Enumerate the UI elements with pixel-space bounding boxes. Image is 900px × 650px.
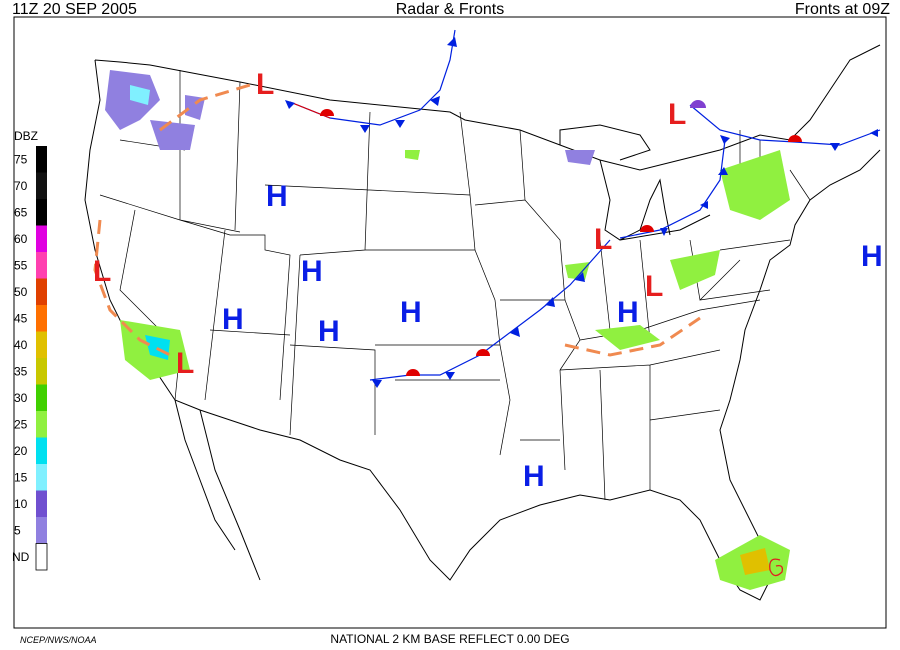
low-center: L <box>176 347 194 380</box>
legend-label: 15 <box>14 470 28 484</box>
hurricane-symbol <box>769 558 784 577</box>
header-center: Radar & Fronts <box>396 1 504 18</box>
echo <box>130 85 150 105</box>
cold-front <box>619 139 726 239</box>
legend-label: ND <box>12 550 30 564</box>
legend-swatch <box>36 199 47 226</box>
trough <box>564 316 701 357</box>
legend-swatch <box>36 517 47 544</box>
legend-label: 40 <box>14 338 28 352</box>
echo <box>405 150 420 160</box>
echo <box>720 150 790 220</box>
high-center: H <box>318 315 340 348</box>
echo <box>670 250 720 290</box>
occluded-front <box>690 100 706 108</box>
great-lakes <box>559 124 711 241</box>
legend-label: 70 <box>14 179 28 193</box>
cold-front <box>689 104 881 146</box>
legend-label: 45 <box>14 311 28 325</box>
legend-label: 5 <box>14 523 21 537</box>
echo <box>595 325 660 350</box>
pressure-centers: L H H H H H H H H L L L L L <box>93 68 883 493</box>
low-center: L <box>645 270 663 303</box>
echo <box>565 262 590 280</box>
echo <box>740 548 770 575</box>
header-left: 11Z 20 SEP 2005 <box>12 1 137 18</box>
legend-swatch <box>36 278 47 305</box>
legend-label: 30 <box>14 391 28 405</box>
credit: NCEP/NWS/NOAA <box>20 635 97 645</box>
state-borders <box>99 70 811 501</box>
legend-label: 55 <box>14 258 28 272</box>
legend-label: 35 <box>14 364 28 378</box>
legend-swatch <box>36 252 47 279</box>
low-center: L <box>668 98 686 131</box>
legend-swatch <box>36 331 47 358</box>
high-center: H <box>523 460 545 493</box>
high-center: H <box>861 240 883 273</box>
high-center: H <box>617 296 639 329</box>
legend-swatch <box>36 464 47 491</box>
legend: DBZ 75 70 65 60 55 50 45 40 35 30 25 20 15 10 5 ND <box>12 129 48 571</box>
legend-swatch <box>36 437 47 464</box>
low-center: L <box>93 255 111 288</box>
legend-swatch <box>35 543 48 571</box>
product-label: NATIONAL 2 KM BASE REFLECT 0.00 DEG <box>330 632 569 646</box>
fronts <box>93 29 881 577</box>
trough <box>93 219 171 357</box>
echo <box>565 150 595 165</box>
legend-label: 50 <box>14 285 28 299</box>
high-center: H <box>400 296 422 329</box>
legend-label: 10 <box>14 497 28 511</box>
legend-label: 25 <box>14 417 28 431</box>
legend-swatch <box>36 146 47 173</box>
legend-swatch <box>36 305 47 332</box>
legend-swatch <box>36 490 47 517</box>
legend-swatch <box>36 411 47 438</box>
low-center: L <box>256 68 274 101</box>
trough <box>159 83 251 132</box>
legend-swatch <box>36 384 47 411</box>
legend-title: DBZ <box>14 129 38 143</box>
legend-label: 65 <box>14 205 28 219</box>
high-center: H <box>266 180 288 213</box>
legend-label: 20 <box>14 444 28 458</box>
high-center: H <box>301 255 323 288</box>
map-frame <box>13 16 887 629</box>
legend-label: 60 <box>14 232 28 246</box>
baja <box>174 399 261 581</box>
high-center: H <box>222 303 244 336</box>
legend-swatch <box>36 172 47 199</box>
legend-label: 75 <box>14 152 28 166</box>
header-right: Fronts at 09Z <box>795 1 890 18</box>
low-center: L <box>594 223 612 256</box>
legend-swatch <box>36 225 47 252</box>
legend-swatch <box>36 358 47 385</box>
radar-echoes <box>105 70 790 590</box>
